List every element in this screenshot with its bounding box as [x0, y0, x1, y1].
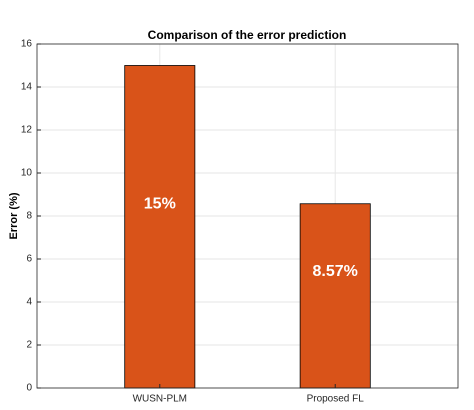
y-tick-label: 12 [21, 125, 33, 136]
bar [299, 203, 371, 389]
y-tick-label: 2 [26, 340, 32, 351]
x-tick-label: WUSN-PLM [133, 394, 187, 405]
y-axis-label: Error (%) [8, 192, 20, 239]
y-tick-label: 14 [21, 82, 33, 93]
y-tick-label: 10 [21, 168, 33, 179]
value-label: 8.57% [313, 263, 358, 280]
plot-frame [36, 43, 459, 389]
y-tick-label: 4 [26, 297, 32, 308]
y-tick-label: 0 [26, 383, 32, 394]
y-tick-label: 16 [21, 39, 33, 50]
x-tick-label: Proposed FL [307, 394, 365, 405]
y-tick-label: 6 [26, 254, 32, 265]
value-label: 15% [144, 195, 176, 212]
bar [124, 65, 196, 389]
chart-title: Comparison of the error prediction [148, 28, 347, 42]
y-tick-label: 8 [26, 211, 32, 222]
